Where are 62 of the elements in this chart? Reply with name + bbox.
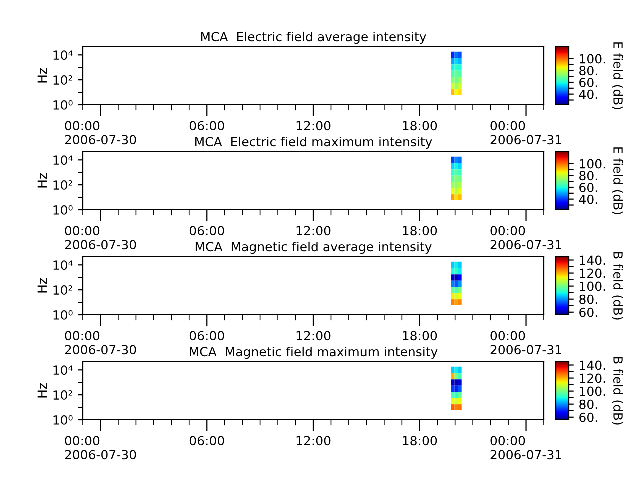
x-tick-label: 00:00 2006-07-31 xyxy=(490,331,562,355)
y-tick-label: 10⁰ xyxy=(54,310,73,320)
x-tick-label: 06:00 xyxy=(190,121,224,131)
color-bar-label: 60. xyxy=(580,182,598,192)
x-tick-label: 18:00 xyxy=(403,226,438,236)
y-tick-label: 10² xyxy=(54,76,72,85)
x-tick-label: 06:00 xyxy=(190,331,224,341)
y-tick-label: 10⁰ xyxy=(54,415,73,425)
color-bar-title: E field (dB) xyxy=(612,148,624,214)
color-bar-label: 140. xyxy=(580,256,606,266)
x-tick-label: 00:00 2006-07-31 xyxy=(490,226,562,250)
color-bar-label: 100. xyxy=(580,159,606,169)
x-tick-label: 00:00 2006-07-31 xyxy=(490,121,562,145)
y-tick-label: 10² xyxy=(54,180,72,190)
y-tick-label: 10² xyxy=(54,286,72,295)
color-bar-label: 120. xyxy=(580,374,606,384)
color-bar-label: 40. xyxy=(579,194,598,204)
color-bar-label: 80. xyxy=(580,66,598,76)
y-axis-title: Hz xyxy=(38,384,47,398)
x-tick-label: 06:00 xyxy=(190,436,224,446)
y-tick-label: 10⁴ xyxy=(54,50,73,60)
y-tick-label: 10² xyxy=(54,390,72,400)
y-tick-label: 10⁴ xyxy=(54,260,73,270)
x-tick-label: 18:00 xyxy=(403,331,438,341)
y-tick-label: 10⁰ xyxy=(54,100,73,110)
x-tick-label: 12:00 xyxy=(296,331,331,341)
color-bar-label: 40. xyxy=(579,90,598,100)
color-bar-label: 100. xyxy=(580,386,606,396)
color-bar-label: 60. xyxy=(580,308,598,318)
x-tick-label: 00:00 2006-07-30 xyxy=(65,226,136,250)
color-bar-label: 100. xyxy=(580,282,606,292)
y-axis-title: Hz xyxy=(38,68,47,83)
x-tick-label: 12:00 xyxy=(296,436,331,446)
x-tick-label: 00:00 2006-07-30 xyxy=(65,331,136,355)
color-bar-label: 120. xyxy=(580,268,606,278)
chart-title: MCA Magnetic field maximum intensity xyxy=(190,346,438,360)
x-tick-label: 00:00 2006-07-31 xyxy=(490,436,562,460)
x-tick-label: 12:00 xyxy=(296,226,331,236)
chart-title: MCA Magnetic field average intensity xyxy=(196,242,432,254)
color-bar-label: 140. xyxy=(580,360,606,370)
color-bar-title: E field (dB) xyxy=(612,42,624,110)
color-bar-label: 80. xyxy=(580,400,598,410)
x-tick-label: 06:00 xyxy=(190,226,224,236)
x-tick-label: 12:00 xyxy=(296,121,331,131)
color-bar-label: 60. xyxy=(580,412,598,422)
chart-title: MCA Electric field average intensity xyxy=(201,32,426,44)
y-axis-title: Hz xyxy=(38,278,47,293)
y-tick-label: 10⁴ xyxy=(54,366,73,376)
color-bar-title: B field (dB) xyxy=(612,357,624,425)
color-bar-label: 100. xyxy=(580,54,606,64)
y-tick-label: 10⁰ xyxy=(54,205,73,215)
y-axis-title: Hz xyxy=(38,174,47,188)
y-tick-label: 10⁴ xyxy=(54,156,73,166)
chart-title: MCA Electric field maximum intensity xyxy=(196,136,432,150)
x-tick-label: 18:00 xyxy=(403,121,438,131)
color-bar-label: 80. xyxy=(580,171,598,181)
color-bar-label: 60. xyxy=(580,78,598,88)
color-bar-label: 80. xyxy=(580,294,598,304)
color-bar-title: B field (dB) xyxy=(612,252,624,320)
x-tick-label: 18:00 xyxy=(403,436,438,446)
x-tick-label: 00:00 2006-07-30 xyxy=(65,121,136,145)
x-tick-label: 00:00 2006-07-30 xyxy=(65,436,136,460)
